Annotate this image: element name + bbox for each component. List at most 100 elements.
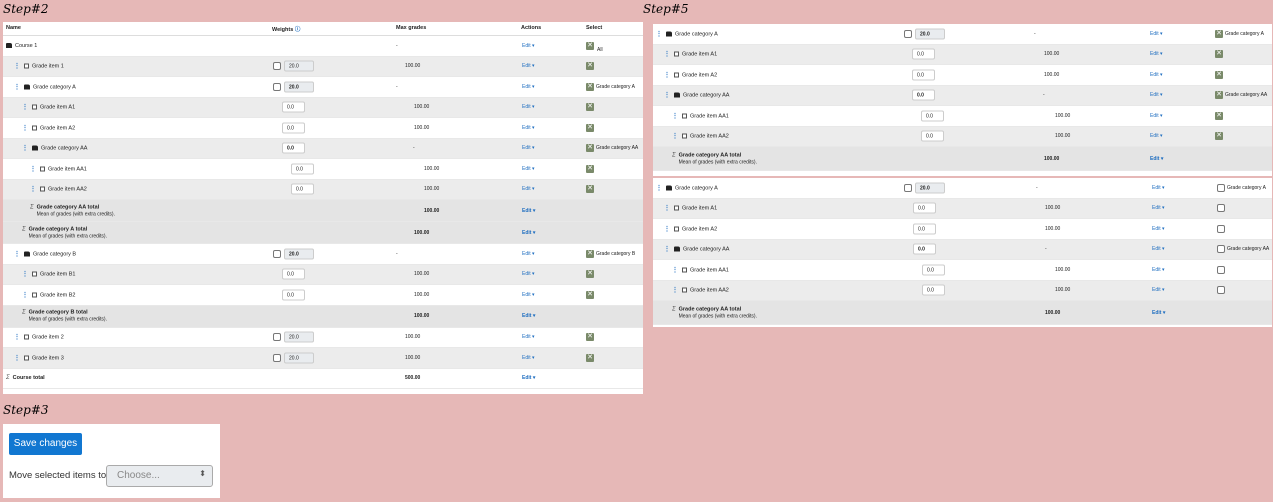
select-checkbox[interactable] [1217, 245, 1225, 254]
edit-menu[interactable]: Edit ▾ [522, 251, 535, 257]
select-checkbox[interactable] [1217, 204, 1225, 213]
edit-menu[interactable]: Edit ▾ [522, 145, 535, 151]
select-checkbox-checked[interactable]: ✕ [1215, 29, 1223, 38]
weight-input[interactable]: 20.0 [284, 248, 314, 260]
select-checkbox-checked[interactable]: ✕ [586, 164, 594, 173]
drag-handle-icon[interactable]: ⋮ [22, 292, 28, 299]
drag-handle-icon[interactable]: ⋮ [30, 186, 36, 193]
weight-override-checkbox[interactable] [904, 29, 912, 38]
weight-input[interactable]: 0.0 [922, 264, 945, 276]
weight-override-checkbox[interactable] [273, 62, 281, 71]
select-checkbox-checked[interactable]: ✕ [586, 290, 594, 299]
select-checkbox-checked[interactable]: ✕ [1215, 50, 1223, 59]
edit-menu[interactable]: Edit ▾ [1152, 205, 1165, 211]
weight-input[interactable]: 0.0 [282, 142, 305, 154]
weight-input[interactable]: 20.0 [284, 331, 314, 343]
edit-menu[interactable]: Edit ▾ [522, 63, 535, 69]
weight-input[interactable]: 0.0 [921, 110, 944, 122]
weight-override-checkbox[interactable] [273, 249, 281, 258]
edit-menu[interactable]: Edit ▾ [522, 334, 535, 340]
select-checkbox-checked[interactable]: ✕ [586, 270, 594, 279]
drag-handle-icon[interactable]: ⋮ [672, 133, 678, 140]
edit-menu[interactable]: Edit ▾ [1152, 185, 1165, 191]
weight-input[interactable]: 0.0 [282, 101, 305, 113]
select-checkbox-checked[interactable]: ✕ [586, 123, 594, 132]
select-checkbox-checked[interactable]: ✕ [1215, 132, 1223, 141]
drag-handle-icon[interactable]: ⋮ [14, 355, 20, 362]
edit-menu[interactable]: Edit ▾ [1152, 246, 1165, 252]
weight-input[interactable]: 0.0 [282, 122, 305, 134]
drag-handle-icon[interactable]: ⋮ [14, 334, 20, 341]
edit-menu[interactable]: Edit ▾ [522, 104, 535, 110]
edit-menu[interactable]: Edit ▾ [1150, 72, 1163, 78]
select-checkbox-checked[interactable]: ✕ [1215, 91, 1223, 100]
drag-handle-icon[interactable]: ⋮ [664, 246, 670, 253]
edit-menu[interactable]: Edit ▾ [522, 230, 535, 236]
weight-override-checkbox[interactable] [273, 333, 281, 342]
select-checkbox-checked[interactable]: ✕ [586, 333, 594, 342]
weight-input[interactable]: 0.0 [912, 48, 935, 60]
weight-input[interactable]: 20.0 [915, 28, 945, 40]
select-checkbox[interactable] [1217, 224, 1225, 233]
select-checkbox-checked[interactable]: ✕ [586, 62, 594, 71]
edit-menu[interactable]: Edit ▾ [522, 271, 535, 277]
weight-input[interactable]: 20.0 [284, 60, 314, 72]
move-target-select[interactable]: Choose... ⬍ [106, 465, 213, 487]
save-changes-button[interactable]: Save changes [9, 433, 82, 455]
edit-menu[interactable]: Edit ▾ [1150, 156, 1163, 162]
drag-handle-icon[interactable]: ⋮ [672, 267, 678, 274]
select-checkbox[interactable] [1217, 265, 1225, 274]
weight-input[interactable]: 0.0 [913, 202, 936, 214]
drag-handle-icon[interactable]: ⋮ [672, 113, 678, 120]
edit-menu[interactable]: Edit ▾ [1152, 226, 1165, 232]
drag-handle-icon[interactable]: ⋮ [664, 226, 670, 233]
edit-menu[interactable]: Edit ▾ [1150, 51, 1163, 57]
weight-override-checkbox[interactable] [904, 183, 912, 192]
weight-override-checkbox[interactable] [273, 82, 281, 91]
edit-menu[interactable]: Edit ▾ [1150, 113, 1163, 119]
select-checkbox-checked[interactable]: ✕ [586, 249, 594, 258]
drag-handle-icon[interactable]: ⋮ [664, 205, 670, 212]
select-checkbox-checked[interactable]: ✕ [586, 353, 594, 362]
edit-menu[interactable]: Edit ▾ [1152, 287, 1165, 293]
weight-override-checkbox[interactable] [273, 353, 281, 362]
weight-input[interactable]: 0.0 [282, 289, 305, 301]
edit-menu[interactable]: Edit ▾ [1150, 31, 1163, 37]
edit-menu[interactable]: Edit ▾ [522, 125, 535, 131]
drag-handle-icon[interactable]: ⋮ [664, 72, 670, 79]
select-checkbox-checked[interactable]: ✕ [586, 82, 594, 91]
edit-menu[interactable]: Edit ▾ [522, 43, 535, 49]
weight-input[interactable]: 0.0 [282, 268, 305, 280]
drag-handle-icon[interactable]: ⋮ [22, 271, 28, 278]
drag-handle-icon[interactable]: ⋮ [14, 251, 20, 258]
drag-handle-icon[interactable]: ⋮ [14, 63, 20, 70]
drag-handle-icon[interactable]: ⋮ [656, 185, 662, 192]
help-icon[interactable]: ⓘ [294, 27, 301, 33]
edit-menu[interactable]: Edit ▾ [1152, 310, 1165, 316]
weight-input[interactable]: 20.0 [915, 182, 945, 194]
weight-input[interactable]: 0.0 [291, 183, 314, 195]
drag-handle-icon[interactable]: ⋮ [664, 51, 670, 58]
select-checkbox-checked[interactable]: ✕ [1215, 111, 1223, 120]
edit-menu[interactable]: Edit ▾ [522, 208, 535, 214]
drag-handle-icon[interactable]: ⋮ [14, 84, 20, 91]
select-checkbox[interactable] [1217, 183, 1225, 192]
select-checkbox-checked[interactable]: ✕ [586, 185, 594, 194]
edit-menu[interactable]: Edit ▾ [1152, 267, 1165, 273]
edit-menu[interactable]: Edit ▾ [522, 186, 535, 192]
weight-input[interactable]: 0.0 [921, 130, 944, 142]
drag-handle-icon[interactable]: ⋮ [30, 166, 36, 173]
drag-handle-icon[interactable]: ⋮ [664, 92, 670, 99]
weight-input[interactable]: 0.0 [922, 284, 945, 296]
select-checkbox[interactable] [1217, 286, 1225, 295]
select-checkbox-checked[interactable]: ✕ [586, 41, 594, 50]
drag-handle-icon[interactable]: ⋮ [22, 104, 28, 111]
select-checkbox-checked[interactable]: ✕ [586, 103, 594, 112]
weight-input[interactable]: 0.0 [913, 223, 936, 235]
weight-input[interactable]: 0.0 [912, 89, 935, 101]
drag-handle-icon[interactable]: ⋮ [672, 287, 678, 294]
drag-handle-icon[interactable]: ⋮ [22, 125, 28, 132]
edit-menu[interactable]: Edit ▾ [522, 292, 535, 298]
weight-input[interactable]: 0.0 [913, 243, 936, 255]
edit-menu[interactable]: Edit ▾ [1150, 92, 1163, 98]
